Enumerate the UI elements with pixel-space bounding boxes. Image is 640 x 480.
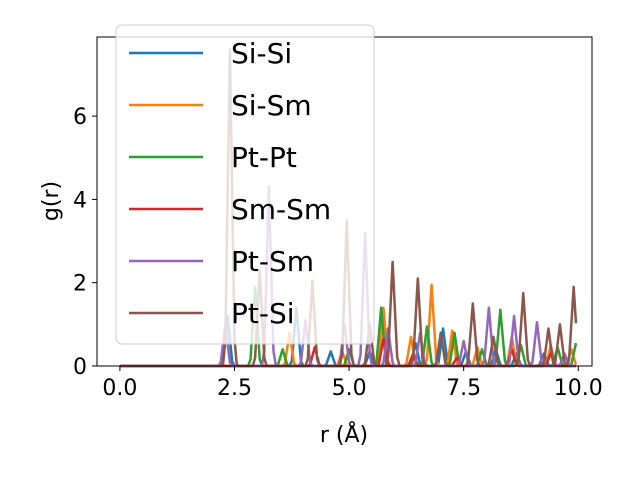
ticks-layer: 0.0 2.5 5.0 7.5 10.0 0 2 4 6 (73, 105, 603, 401)
legend-label-pt-sm: Pt-Sm (231, 245, 314, 278)
x-tick-label: 5.0 (332, 376, 367, 401)
legend: Si-Si Si-Sm Pt-Pt Sm-Sm Pt-Sm Pt-Si (115, 24, 375, 345)
legend-label-si-sm: Si-Sm (231, 89, 312, 122)
legend-label-pt-pt: Pt-Pt (231, 141, 297, 174)
legend-label-pt-si: Pt-Si (231, 297, 295, 330)
x-tick-label: 0.0 (102, 376, 137, 401)
y-tick-label: 4 (73, 188, 87, 213)
y-tick-label: 2 (73, 272, 87, 297)
legend-label-si-si: Si-Si (231, 37, 292, 70)
y-tick-label: 6 (73, 105, 87, 130)
x-tick-label: 10.0 (554, 376, 603, 401)
y-axis-label: g(r) (39, 181, 64, 221)
x-tick-label: 7.5 (446, 376, 481, 401)
y-tick-label: 0 (73, 355, 87, 380)
legend-label-sm-sm: Sm-Sm (231, 193, 331, 226)
x-tick-label: 2.5 (217, 376, 252, 401)
x-axis-label: r (Å) (320, 421, 368, 448)
